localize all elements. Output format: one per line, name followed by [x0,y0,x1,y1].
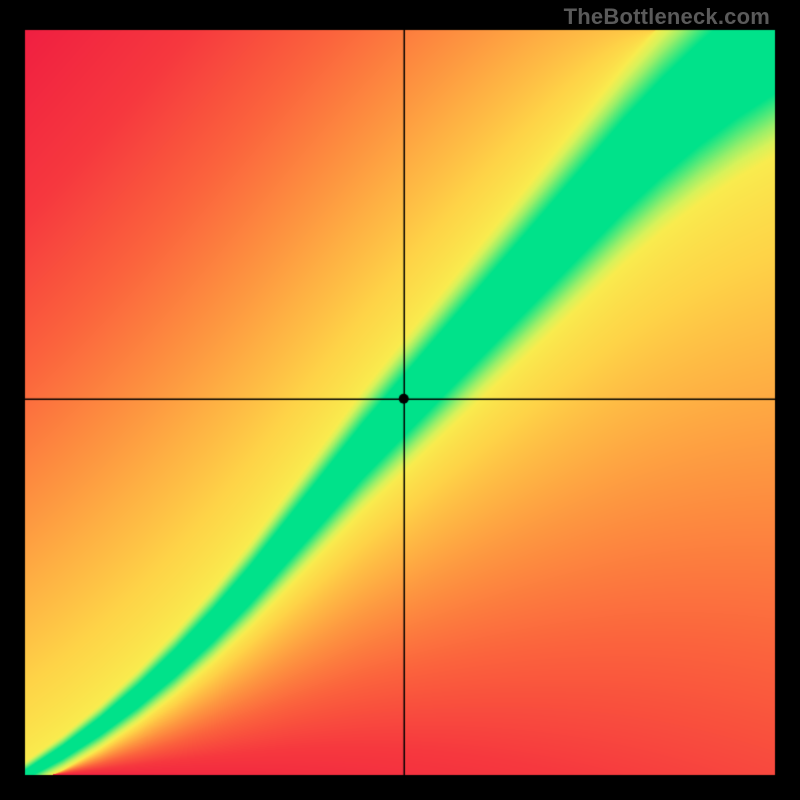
watermark-text: TheBottleneck.com [564,4,770,30]
bottleneck-heatmap [0,0,800,800]
page-root: TheBottleneck.com [0,0,800,800]
